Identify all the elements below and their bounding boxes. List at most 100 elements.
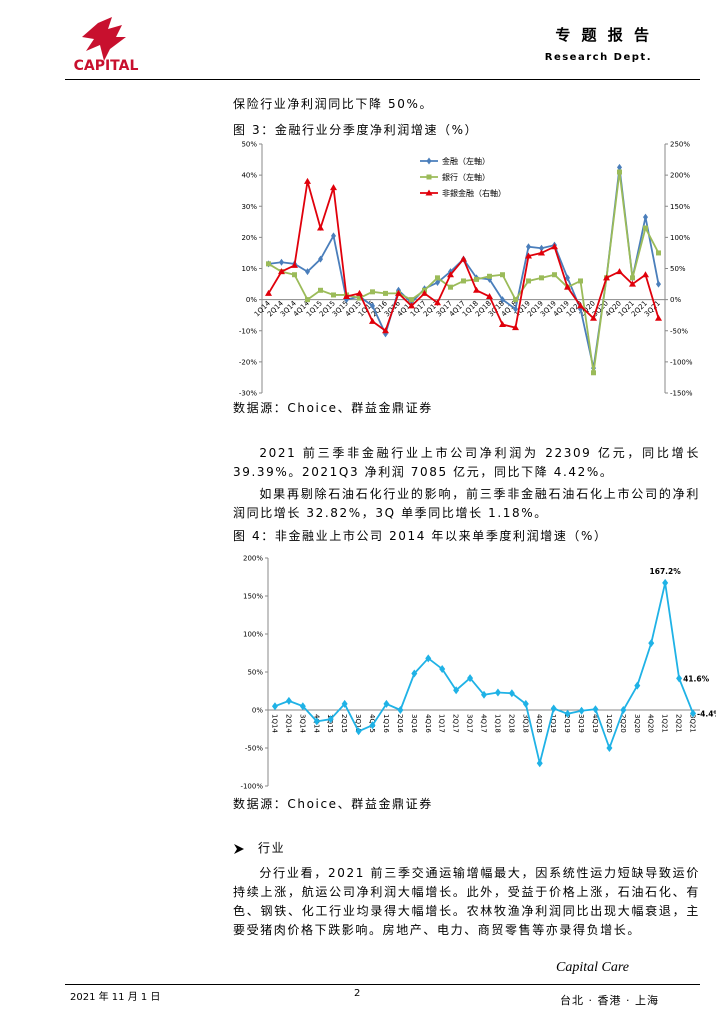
- marker: [513, 297, 518, 303]
- x-tick-label: 4Q17: [480, 714, 488, 733]
- marker: [305, 297, 310, 303]
- marker: [383, 699, 390, 708]
- marker: [578, 278, 583, 284]
- y2-tick-label: -50%: [670, 327, 688, 335]
- marker: [522, 699, 529, 708]
- x-tick-label: 1Q16: [382, 714, 390, 733]
- y2-tick-label: 150%: [670, 203, 690, 211]
- marker: [357, 295, 362, 301]
- marker: [629, 280, 636, 287]
- x-tick-label: 4Q20: [647, 714, 655, 733]
- marker: [620, 706, 627, 714]
- paragraph: 2021 前三季非金融行业上市公司净利润为 22309 亿元，同比增长 39.3…: [233, 446, 700, 479]
- x-tick-label: 2Q15: [340, 714, 348, 733]
- y2-tick-label: -150%: [670, 390, 693, 398]
- y2-tick-label: 50%: [670, 265, 686, 273]
- y2-tick-label: 250%: [670, 141, 690, 149]
- marker: [313, 717, 320, 726]
- marker: [435, 275, 440, 281]
- marker: [285, 696, 292, 705]
- marker: [648, 639, 655, 648]
- marker: [467, 674, 474, 683]
- marker: [539, 244, 544, 252]
- data-label: -4.4%: [697, 709, 716, 718]
- marker: [439, 664, 446, 673]
- marker: [603, 274, 610, 281]
- marker: [408, 302, 415, 309]
- marker: [526, 243, 531, 251]
- marker: [550, 704, 557, 713]
- x-tick-label: 4Q16: [424, 714, 432, 733]
- y2-tick-label: -100%: [670, 358, 693, 366]
- marker: [577, 302, 584, 309]
- footer-cities: 台北 · 香港 · 上海: [560, 994, 659, 1007]
- legend-label: 金融（左軸）: [442, 156, 490, 166]
- data-label: 167.2%: [650, 567, 682, 576]
- marker: [369, 721, 376, 730]
- marker: [656, 250, 661, 256]
- marker: [513, 305, 518, 313]
- marker: [606, 744, 613, 752]
- marker: [397, 706, 404, 714]
- footer-rule: [65, 984, 700, 985]
- legend-label: 銀行（左軸）: [442, 172, 490, 182]
- x-tick-label: 3Q19: [577, 714, 585, 733]
- y-tick-label: 50%: [241, 141, 257, 149]
- marker: [421, 289, 428, 296]
- x-tick-label: 3Q16: [410, 714, 418, 733]
- chart: -100% -50% 0% 50% 100% 150% 200% 1Q14 2Q14 3Q14 4Q…: [240, 555, 716, 791]
- marker: [564, 709, 571, 718]
- marker: [355, 727, 362, 736]
- marker: [643, 213, 648, 221]
- marker: [453, 686, 460, 695]
- marker: [383, 290, 388, 296]
- y-tick-label: -20%: [239, 358, 257, 366]
- x-tick-label: 1Q18: [493, 714, 501, 733]
- header-title: 专 题 报 告: [555, 26, 652, 44]
- marker: [330, 184, 337, 191]
- marker: [655, 314, 662, 321]
- y-tick-label: 200%: [243, 555, 263, 563]
- marker: [473, 286, 480, 293]
- marker: [578, 706, 585, 715]
- paragraph: 分行业看，2021 前三季交通运输增幅最大，因系统性运力短缺导致运价持续上涨，航…: [233, 866, 700, 937]
- paragraph: 保险行业净利润同比下降 50%。: [233, 97, 434, 111]
- x-tick-label: 2Q19: [563, 714, 571, 733]
- marker: [370, 289, 375, 295]
- marker: [525, 252, 532, 259]
- marker: [616, 268, 623, 275]
- paragraph: 如果再剔除石油石化行业的影响，前三季非金融石油石化上市公司的净利润同比增长 32…: [233, 487, 700, 520]
- marker: [634, 681, 641, 690]
- legend-marker: [426, 174, 432, 180]
- bullet-icon: [234, 844, 244, 854]
- x-tick-label: 1Q15: [326, 714, 334, 733]
- logo: CAPITAL: [74, 17, 138, 74]
- x-tick-label: 3Q21: [689, 714, 697, 733]
- x-tick-label: 1Q21: [661, 714, 669, 733]
- x-tick-label: 4Q18: [535, 714, 543, 733]
- marker: [370, 302, 375, 310]
- marker: [271, 702, 278, 711]
- y2-tick-label: 200%: [670, 172, 690, 180]
- y-tick-label: 150%: [243, 593, 263, 601]
- marker: [551, 243, 558, 250]
- y-tick-label: 10%: [241, 265, 257, 273]
- marker: [292, 272, 297, 278]
- marker: [278, 268, 285, 275]
- y-tick-label: 20%: [241, 234, 257, 242]
- marker: [630, 275, 635, 281]
- y2-tick-label: 0%: [670, 296, 681, 304]
- x-tick-label: 2Q18: [507, 714, 515, 733]
- x-tick-label: 2Q21: [675, 714, 683, 733]
- y-tick-label: -100%: [240, 783, 263, 791]
- y-tick-label: 50%: [247, 669, 263, 677]
- marker: [265, 289, 272, 296]
- line: [274, 582, 694, 764]
- legend-marker: [426, 157, 432, 165]
- marker: [299, 702, 306, 711]
- marker: [327, 715, 334, 724]
- marker: [318, 287, 323, 293]
- marker: [305, 268, 310, 276]
- marker: [591, 370, 596, 376]
